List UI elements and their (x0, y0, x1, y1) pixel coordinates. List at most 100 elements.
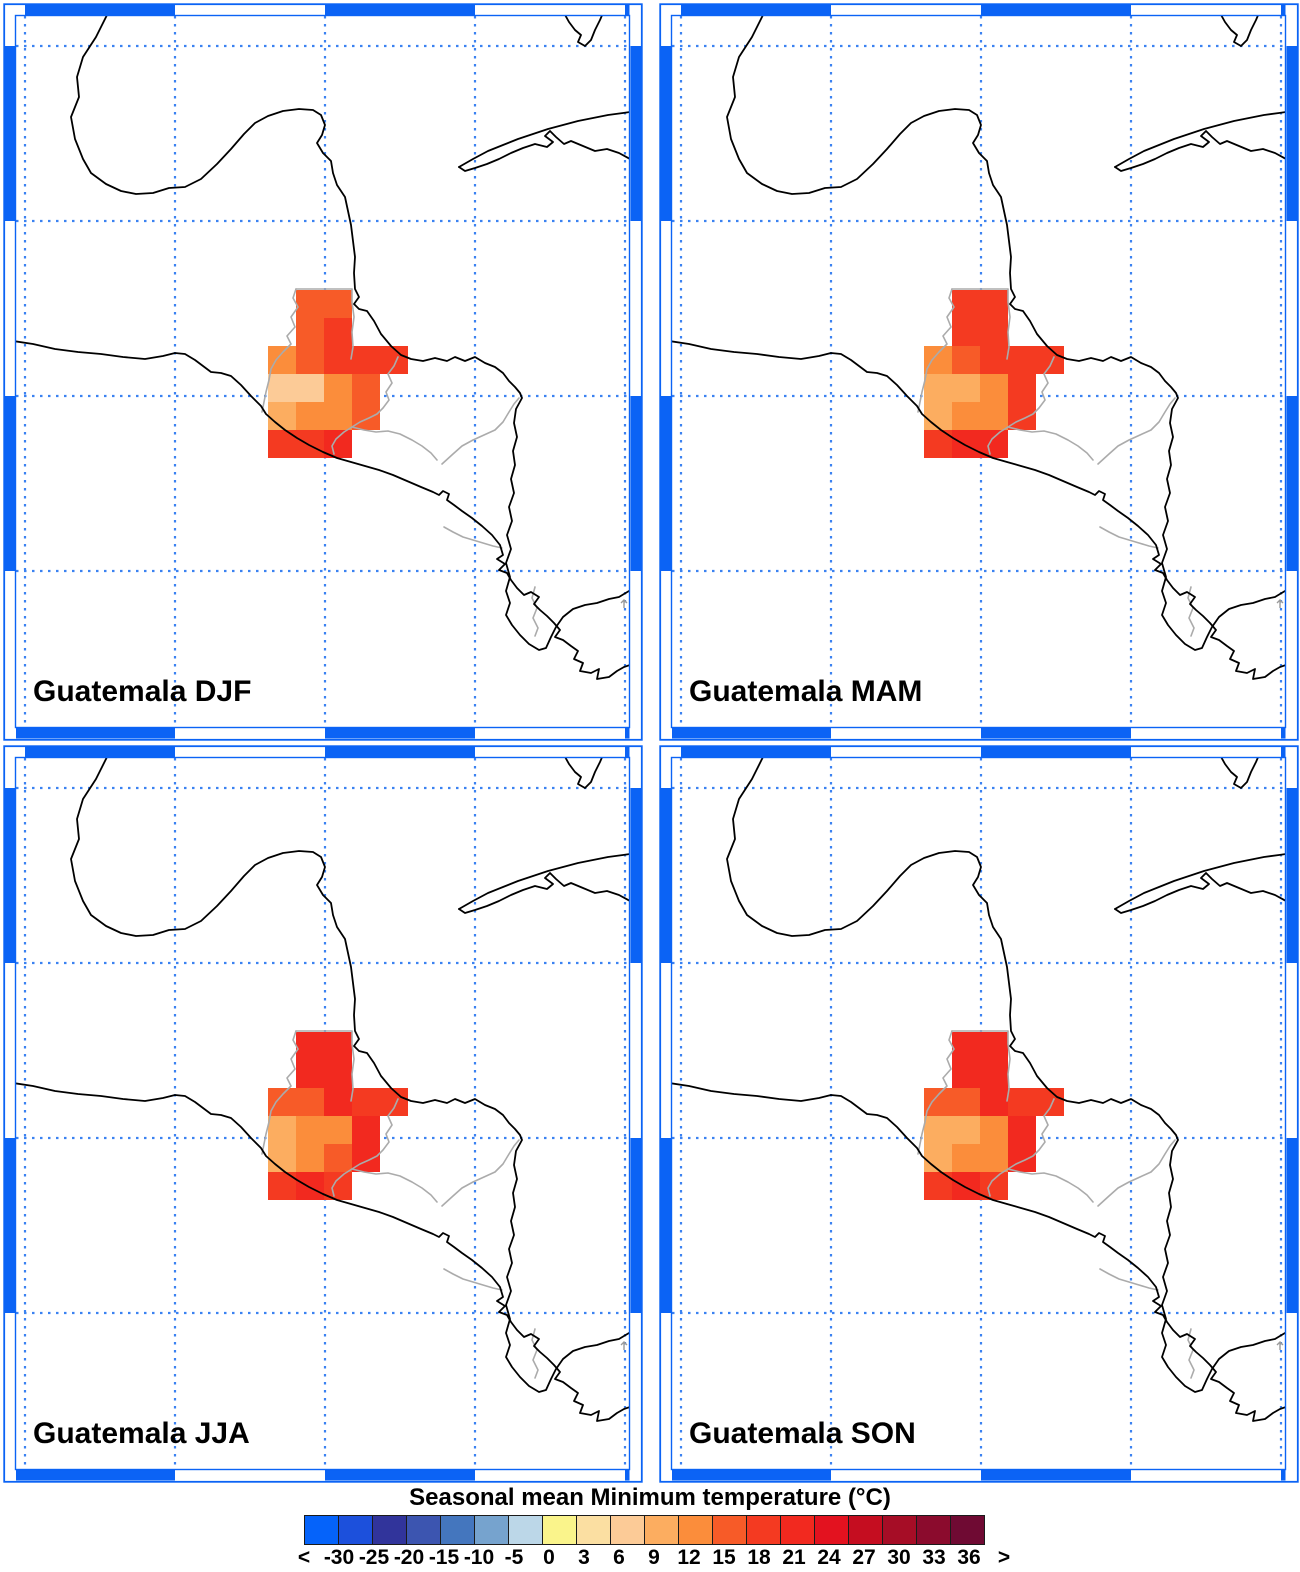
colorbar-tick-label: < (297, 1546, 311, 1569)
coastline (458, 853, 629, 910)
temperature-cell (980, 290, 1008, 318)
temperature-cell (324, 1032, 352, 1060)
coastline (564, 758, 603, 789)
colorbar-segment (916, 1515, 951, 1545)
temperature-cell (1008, 1144, 1036, 1172)
map-panel-djf: Guatemala DJF (3, 3, 643, 741)
colorbar-tick-label: 21 (782, 1546, 806, 1569)
temperature-cell (952, 374, 980, 402)
temperature-cell (980, 318, 1008, 346)
temperature-cell (324, 374, 352, 402)
country-border (1007, 426, 1094, 461)
colorbar-segment (780, 1515, 815, 1545)
colorbar-tick-label: 33 (922, 1546, 946, 1569)
colorbar-tick-label: -20 (393, 1546, 425, 1569)
coastline (458, 872, 629, 914)
panel-title-jja: Guatemala JJA (33, 1417, 250, 1450)
temperature-cell (980, 430, 1008, 458)
map-frame-inner (14, 14, 631, 729)
temperature-cell (268, 1144, 296, 1172)
colorbar-segment (610, 1515, 645, 1545)
colorbar-tick-label: 0 (543, 1546, 555, 1569)
colorbar-segment (406, 1515, 441, 1545)
map-frame-inner (14, 756, 631, 1471)
coastline (564, 16, 603, 47)
temperature-cell (268, 402, 296, 430)
colorbar-segment (644, 1515, 679, 1545)
frame-tick (981, 747, 1131, 758)
temperature-cell (952, 1060, 980, 1088)
coastline (16, 1082, 629, 1422)
coastline (726, 758, 1285, 1393)
colorbar-segment (882, 1515, 917, 1545)
map-panel-mam: Guatemala MAM (659, 3, 1299, 741)
map-frame-inner (670, 14, 1287, 729)
temperature-cell (380, 1088, 408, 1116)
map-frame-outer (3, 745, 643, 1483)
map-djf (3, 3, 643, 741)
temperature-cell (296, 1172, 324, 1200)
map-frame-inner (670, 756, 1287, 1471)
temperature-cell (952, 1144, 980, 1172)
colorbar-segment (474, 1515, 509, 1545)
colorbar-tick-label: 12 (677, 1546, 701, 1569)
temperature-cell (268, 1088, 296, 1116)
frame-tick (681, 5, 831, 16)
coastline (1114, 130, 1285, 172)
temperature-cell (924, 1088, 952, 1116)
colorbar-tick-label: 24 (817, 1546, 841, 1569)
coastline (16, 340, 629, 680)
country-border (531, 586, 539, 637)
temperature-cell (324, 1088, 352, 1116)
temperature-cell (924, 1144, 952, 1172)
colorbar-segment (304, 1515, 339, 1545)
colorbar-segment (814, 1515, 849, 1545)
frame-tick (1281, 747, 1286, 758)
temperature-cell (324, 1172, 352, 1200)
map-marker-arrow (620, 1341, 628, 1350)
colorbar-tick-label: 27 (852, 1546, 876, 1569)
colorbar-tick-label: 9 (648, 1546, 660, 1569)
colorbar-tick-label: 15 (712, 1546, 736, 1569)
country-border (1007, 1168, 1094, 1203)
coastline (1220, 758, 1259, 789)
temperature-cell (1008, 1116, 1036, 1144)
map-panel-jja: Guatemala JJA (3, 745, 643, 1483)
coastline (672, 340, 1285, 680)
country-border (441, 1139, 520, 1207)
colorbar-tick-label: -25 (358, 1546, 390, 1569)
coastline (458, 130, 629, 172)
temperature-cell (352, 346, 380, 374)
country-border (350, 288, 355, 360)
colorbar-segment (950, 1515, 985, 1545)
map-marker-arrow (620, 599, 628, 608)
temperature-cell (296, 430, 324, 458)
temperature-cell (980, 1116, 1008, 1144)
temperature-cell (296, 1032, 324, 1060)
colorbar-segment (372, 1515, 407, 1545)
map-son (659, 745, 1299, 1483)
coastline (726, 16, 1285, 651)
temperature-cell (952, 1088, 980, 1116)
temperature-cell (980, 374, 1008, 402)
panel-title-mam: Guatemala MAM (689, 675, 923, 708)
temperature-cell (952, 290, 980, 318)
map-frame-outer (3, 3, 643, 741)
coastline (1114, 872, 1285, 914)
temperature-cell (952, 1172, 980, 1200)
frame-tick (325, 5, 475, 16)
temperature-cell (352, 1088, 380, 1116)
frame-tick (681, 747, 831, 758)
coastline (1220, 16, 1259, 47)
temperature-cell (952, 1032, 980, 1060)
country-border (443, 526, 503, 549)
temperature-cell (952, 318, 980, 346)
temperature-cell (296, 318, 324, 346)
temperature-cell (1008, 402, 1036, 430)
frame-tick (325, 747, 475, 758)
coastline (1114, 111, 1285, 168)
temperature-cell (296, 1144, 324, 1172)
frame-tick (25, 5, 175, 16)
temperature-cell (268, 1116, 296, 1144)
